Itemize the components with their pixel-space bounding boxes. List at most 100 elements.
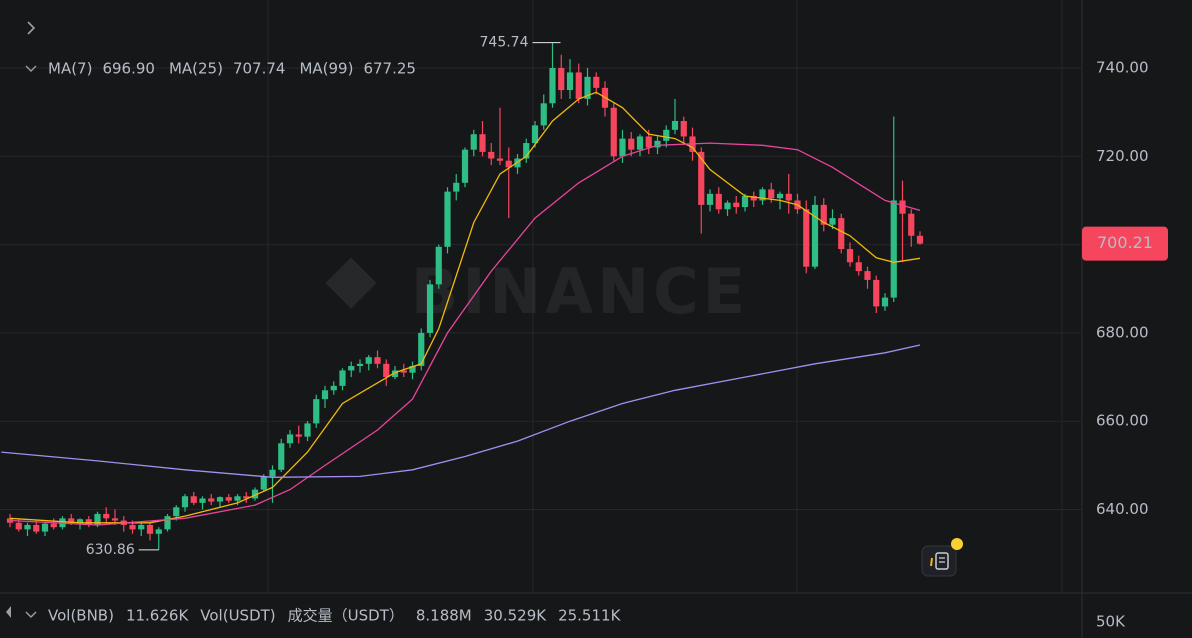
candle-body (15, 522, 22, 530)
candle-body (610, 107, 617, 157)
candle-body (286, 434, 294, 444)
candle-body (339, 370, 346, 386)
candle-body (391, 370, 399, 378)
candle-body (260, 476, 267, 490)
expand-icon[interactable] (27, 21, 36, 35)
candle-body (724, 202, 731, 210)
candle-body (383, 363, 390, 378)
candle-body (41, 523, 49, 532)
candle-body (881, 297, 889, 307)
candle-body (295, 434, 302, 437)
volume-legend: Vol(BNB) 11.626K Vol(USDT) 成交量（USDT） 8.188M 3… (48, 607, 622, 625)
candle-body (444, 191, 451, 247)
ma-legend: MA(7) 696.90 MA(25) 707.74 MA(99) 677.25 (48, 60, 416, 78)
candle-body (348, 366, 355, 371)
candle-body (698, 151, 705, 205)
candle-body (846, 249, 854, 263)
candle-body (278, 443, 285, 470)
candle-body (654, 140, 661, 148)
y-tick-label: 660.00 (1096, 412, 1149, 430)
volume-title-cn: 成交量（USDT） (288, 607, 404, 625)
candle-body (190, 496, 197, 503)
panel-arrow[interactable] (6, 606, 11, 618)
candle-body (829, 218, 836, 225)
candle-body (890, 200, 897, 298)
candle-body (470, 134, 477, 150)
candle-body (803, 209, 810, 267)
tool-button[interactable] (921, 538, 963, 577)
candle-body (855, 262, 862, 272)
candle-body (566, 72, 574, 91)
candle-body (873, 279, 880, 307)
high-label: 745.74 (480, 35, 529, 51)
candle-body (575, 72, 582, 99)
candle-body (645, 136, 652, 148)
candle-body (453, 182, 460, 192)
candle-body (593, 76, 600, 88)
legend-value: 696.90 (102, 60, 155, 78)
candle-body (68, 518, 75, 523)
volume-ma1: 30.529K (484, 607, 547, 625)
legend-name: MA(25) (169, 60, 223, 78)
candle-body (479, 134, 486, 152)
candle-body (225, 497, 232, 501)
volume-value-bnb: 11.626K (126, 607, 189, 625)
candle-body (540, 103, 547, 126)
volume-title-usdt: Vol(USDT) (200, 607, 275, 625)
candle-body (50, 523, 57, 528)
volume-value-usdt: 8.188M (416, 607, 472, 625)
candle-body (558, 67, 565, 91)
candle-body (523, 143, 530, 159)
candle-body (181, 496, 189, 508)
candle-body (531, 125, 539, 144)
candle-body (365, 357, 372, 364)
candle-body (776, 193, 784, 199)
candle-body (111, 518, 119, 521)
candle-body (418, 332, 425, 367)
low-label: 630.86 (86, 542, 135, 558)
candle-body (628, 138, 635, 150)
volume-title-bnb: Vol(BNB) (48, 607, 114, 625)
candle-body (155, 529, 162, 534)
candle-body (129, 524, 136, 530)
candle-body (103, 513, 110, 519)
candle-body (741, 196, 749, 208)
ma-line (9, 142, 921, 526)
candle-body (138, 524, 145, 530)
candle-body (426, 284, 434, 333)
candle-body (505, 160, 512, 168)
candle-body (916, 235, 924, 244)
candle-body (461, 149, 469, 183)
candle-body (750, 196, 757, 201)
candle-body (356, 363, 364, 367)
candle-body (549, 67, 556, 104)
candle-body (33, 524, 40, 532)
last-price-label: 700.21 (1097, 233, 1153, 252)
candle-body (496, 158, 504, 161)
candle-body (199, 498, 206, 503)
candle-body (619, 138, 626, 157)
candle-body (251, 489, 259, 499)
candle-body (269, 469, 276, 477)
candle-body (759, 189, 766, 201)
candle-body (164, 516, 171, 530)
candle-body (146, 524, 154, 534)
candle-body (304, 423, 311, 437)
collapse-icon[interactable] (25, 611, 37, 618)
candle-body (811, 204, 819, 267)
candle-body (663, 129, 670, 141)
candle-body (94, 513, 101, 525)
collapse-icon[interactable] (25, 65, 37, 72)
candle-body (706, 193, 714, 205)
candle-body (313, 399, 320, 424)
candle-body (208, 498, 215, 502)
volume-ma2: 25.511K (558, 607, 621, 625)
legend-value: 677.25 (363, 60, 416, 78)
volume-y-tick-label: 50K (1096, 613, 1126, 631)
last-price-tag (1082, 226, 1168, 261)
candle-body (820, 204, 827, 225)
candle-body (671, 120, 679, 130)
candle-body (330, 385, 337, 391)
ma-line (1, 344, 921, 478)
